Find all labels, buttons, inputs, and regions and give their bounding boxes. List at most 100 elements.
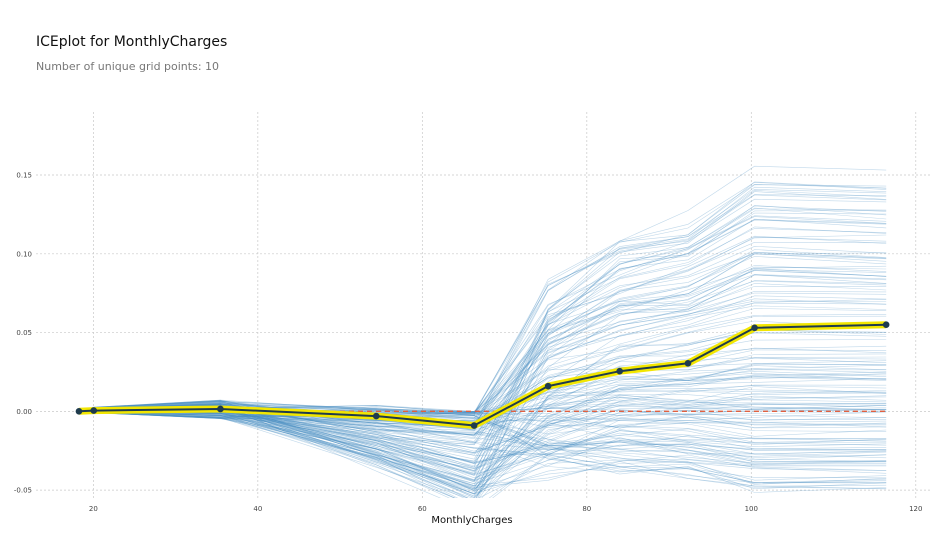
ice-line <box>78 210 887 497</box>
ice-line <box>78 402 887 451</box>
ice-line <box>78 408 887 483</box>
ice-line <box>78 181 887 498</box>
ice-line <box>78 347 887 498</box>
ice-line <box>78 411 887 464</box>
ice-line <box>78 411 887 458</box>
chart-title: ICEplot for MonthlyCharges <box>36 34 228 50</box>
ice-line <box>78 378 887 481</box>
ice-line <box>78 403 887 498</box>
ice-line <box>78 353 887 425</box>
ice-line <box>78 401 887 463</box>
grid-lines <box>36 112 930 498</box>
ice-line <box>78 300 887 414</box>
ice-line <box>78 402 887 450</box>
ice-line <box>78 401 887 483</box>
y-tick-label: -0.05 <box>14 487 32 495</box>
average-line-path <box>78 323 887 427</box>
x-axis-label: MonthlyCharges <box>431 515 513 526</box>
x-tick-label: 40 <box>253 505 262 513</box>
ice-line <box>78 269 887 425</box>
ice-line <box>78 194 887 430</box>
x-tick-label: 20 <box>89 505 98 513</box>
ice-line <box>78 269 887 436</box>
average-point <box>544 382 552 390</box>
y-tick-label: 0.00 <box>16 408 32 416</box>
ice-line <box>78 245 887 432</box>
ice-line <box>78 283 887 418</box>
ice-line <box>78 411 887 495</box>
average-point <box>90 407 98 414</box>
ice-line <box>78 290 887 414</box>
ice-line <box>78 373 887 462</box>
ice-line <box>78 360 887 429</box>
y-tick-label: 0.15 <box>16 172 32 180</box>
ice-line <box>78 395 887 495</box>
tick-labels: 20 40 60 80 100 120 -0.05 0.00 0.05 0.10 0.15 <box>14 172 923 513</box>
ice-line <box>78 194 887 419</box>
ice-line <box>78 253 887 446</box>
ice-line <box>78 411 887 491</box>
ice-line <box>78 372 887 426</box>
ice-line <box>78 349 887 423</box>
ice-lines <box>78 165 887 498</box>
ice-line <box>78 371 887 436</box>
average-point <box>616 367 624 375</box>
x-tick-label: 120 <box>909 505 922 513</box>
x-tick-label: 60 <box>418 505 427 513</box>
ice-line <box>78 280 887 482</box>
average-line <box>75 321 890 429</box>
ice-line <box>78 251 887 421</box>
average-point <box>684 359 692 367</box>
ice-line <box>78 184 887 428</box>
average-point <box>751 324 758 332</box>
ice-line <box>78 274 887 413</box>
average-point <box>75 408 83 415</box>
average-point <box>372 412 380 420</box>
ice-line <box>78 274 887 444</box>
ice-line <box>78 216 887 481</box>
ice-line <box>78 403 887 453</box>
ice-line <box>78 411 887 462</box>
chart-subtitle: Number of unique grid points: 10 <box>36 60 220 73</box>
ice-line <box>78 208 887 474</box>
ice-line <box>78 265 887 456</box>
average-point <box>882 321 890 328</box>
ice-line <box>78 218 887 498</box>
ice-line <box>78 235 887 417</box>
ice-line <box>78 384 887 487</box>
y-tick-label: 0.05 <box>16 329 32 337</box>
ice-line <box>78 308 887 430</box>
average-point <box>470 422 478 429</box>
x-tick-label: 100 <box>745 505 758 513</box>
ice-line <box>78 332 887 488</box>
ice-line <box>78 403 887 470</box>
ice-line <box>78 403 887 466</box>
ice-line <box>78 394 887 472</box>
ice-line <box>78 411 887 498</box>
ice-line <box>78 302 887 412</box>
ice-line <box>78 364 887 444</box>
ice-line <box>78 364 887 469</box>
ice-line <box>78 266 887 471</box>
ice-line <box>78 186 887 425</box>
ice-line <box>78 205 887 427</box>
ice-line <box>78 165 887 428</box>
ice-line <box>78 345 887 417</box>
ice-line <box>78 400 887 423</box>
ice-line <box>78 399 887 420</box>
ice-line <box>78 411 887 467</box>
ice-line <box>78 305 887 419</box>
x-tick-label: 80 <box>582 505 591 513</box>
average-point <box>217 405 224 413</box>
ice-line <box>78 411 887 498</box>
ice-line <box>78 401 887 481</box>
ice-line <box>78 411 887 490</box>
ice-line <box>78 411 887 485</box>
y-tick-label: 0.10 <box>16 250 32 258</box>
ice-line <box>78 320 887 419</box>
ice-line <box>78 370 887 495</box>
ice-line <box>78 405 887 437</box>
ice-line <box>78 385 887 498</box>
ice-line <box>78 400 887 471</box>
